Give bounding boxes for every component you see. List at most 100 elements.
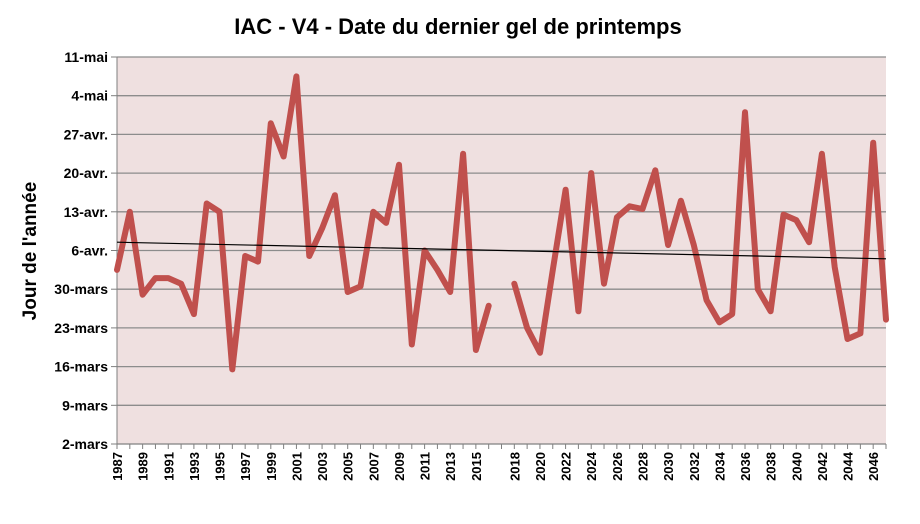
data-point: [255, 259, 261, 265]
x-tick-label: 2022: [559, 452, 574, 481]
y-tick-label: 6-avr.: [71, 243, 108, 259]
data-point: [665, 242, 671, 248]
chart-title: IAC - V4 - Date du dernier gel de printe…: [234, 14, 681, 39]
data-point: [434, 267, 440, 273]
data-point: [370, 209, 376, 215]
data-point: [281, 154, 287, 160]
x-tick-label: 2040: [789, 452, 804, 481]
y-tick-label: 9-mars: [62, 397, 108, 413]
data-point: [191, 311, 197, 317]
data-point: [447, 289, 453, 295]
data-point: [229, 366, 235, 372]
data-point: [242, 253, 248, 259]
x-tick-label: 2038: [764, 452, 779, 481]
data-point: [550, 267, 556, 273]
data-point: [537, 350, 543, 356]
x-tick-label: 2030: [661, 452, 676, 481]
y-tick-label: 13-avr.: [64, 204, 108, 220]
data-point: [601, 281, 607, 287]
data-point: [652, 167, 658, 173]
data-point: [806, 239, 812, 245]
y-axis-label: Jour de l'année: [20, 182, 41, 321]
x-tick-label: 2028: [635, 452, 650, 481]
series-line: [511, 109, 889, 356]
series-group: [114, 73, 889, 373]
x-tick-label: 2005: [341, 452, 356, 481]
x-tick-label: 2036: [738, 452, 753, 481]
y-axis-ticks: 2-mars 9-mars 16-mars 23-mars 30-mars 6-avr. 1…: [54, 49, 118, 452]
data-point: [742, 109, 748, 115]
data-point: [217, 209, 223, 215]
data-point: [409, 341, 415, 347]
data-point: [819, 151, 825, 157]
data-point: [524, 325, 530, 331]
data-point: [883, 317, 889, 323]
x-tick-label: 2003: [315, 452, 330, 481]
x-tick-label: 2020: [533, 452, 548, 481]
data-point: [345, 289, 351, 295]
x-tick-label: 2034: [712, 451, 727, 481]
data-point: [383, 220, 389, 226]
x-tick-label: 2007: [366, 452, 381, 481]
data-point: [127, 209, 133, 215]
data-point: [678, 198, 684, 204]
x-tick-label: 2009: [392, 452, 407, 481]
data-point: [780, 212, 786, 218]
data-point: [563, 187, 569, 193]
data-point: [178, 281, 184, 287]
data-point: [486, 303, 492, 309]
data-point: [716, 319, 722, 325]
data-point: [588, 170, 594, 176]
x-tick-label: 2015: [469, 452, 484, 481]
data-point: [755, 286, 761, 292]
data-point: [268, 120, 274, 126]
x-tick-label: 2026: [610, 452, 625, 481]
data-point: [691, 242, 697, 248]
grid-lines: [117, 56, 886, 445]
x-axis-ticks: 1987 1989 1991 1993 1995 1997 1999 2001 2003 2005…: [110, 443, 887, 481]
y-tick-label: 27-avr.: [64, 126, 108, 142]
y-tick-label: 16-mars: [54, 359, 108, 375]
y-tick-label: 2-mars: [62, 436, 108, 452]
x-tick-label: 1997: [238, 452, 253, 481]
data-point: [358, 283, 364, 289]
data-point: [614, 214, 620, 220]
data-point: [627, 203, 633, 209]
data-point: [460, 151, 466, 157]
data-point: [165, 275, 171, 281]
x-tick-label: 1991: [161, 452, 176, 481]
data-point: [396, 162, 402, 168]
data-point: [511, 281, 517, 287]
trendline: [116, 241, 887, 260]
data-point: [473, 347, 479, 353]
data-point: [204, 201, 210, 207]
x-tick-label: 2001: [289, 452, 304, 481]
x-tick-label: 2032: [687, 452, 702, 481]
data-point: [870, 140, 876, 146]
data-point: [832, 264, 838, 270]
y-tick-label: 23-mars: [54, 320, 108, 336]
data-point: [768, 308, 774, 314]
data-point: [793, 217, 799, 223]
x-tick-label: 1999: [264, 452, 279, 481]
y-tick-label: 30-mars: [54, 281, 108, 297]
y-tick-label: 4-mai: [71, 88, 108, 104]
x-tick-label: 1993: [187, 452, 202, 481]
x-tick-label: 2011: [418, 452, 433, 480]
x-tick-label: 2046: [866, 452, 881, 481]
x-tick-label: 1987: [110, 452, 125, 481]
x-tick-label: 2044: [841, 451, 856, 481]
y-tick-label: 20-avr.: [64, 165, 108, 181]
x-tick-label: 1995: [213, 452, 228, 481]
data-point: [857, 330, 863, 336]
data-point: [306, 253, 312, 259]
data-point: [729, 311, 735, 317]
x-tick-label: 2013: [443, 452, 458, 481]
x-tick-label: 2018: [507, 452, 522, 481]
data-point: [114, 267, 120, 273]
data-point: [332, 192, 338, 198]
data-point: [845, 336, 851, 342]
data-point: [293, 73, 299, 79]
trendline-group: [116, 241, 887, 260]
x-tick-label: 1989: [136, 452, 151, 481]
